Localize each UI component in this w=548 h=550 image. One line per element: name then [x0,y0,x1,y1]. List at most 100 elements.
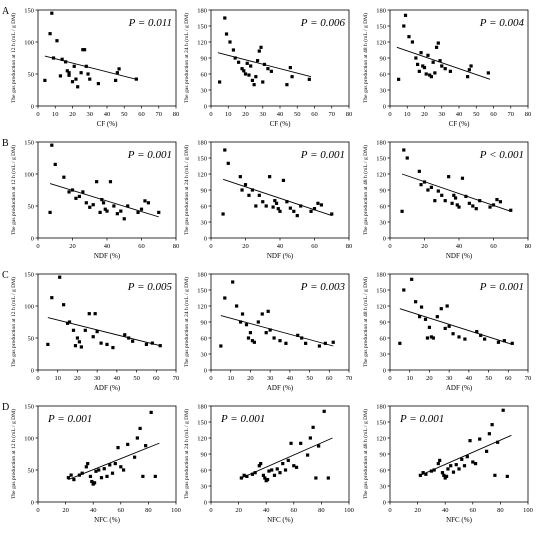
y-tick-label: 120 [376,171,386,178]
data-point [299,204,303,208]
data-point [460,176,465,180]
data-point [141,474,145,478]
data-point [463,337,467,341]
data-point [113,462,117,466]
y-tick-label: 150 [376,287,386,294]
data-point [432,468,436,472]
data-point [72,64,76,68]
x-tick-label: 20 [247,375,254,382]
scatter-panel: 0 20 40 60 80 0 50 100 150 NDF (%) The gas product… [10,139,179,260]
data-point [110,471,115,475]
data-point [431,60,435,64]
data-point [439,307,443,311]
data-point [281,462,285,466]
data-point [510,341,514,345]
x-tick-label: 100 [171,507,181,514]
y-tick-label: 180 [197,403,207,410]
p-value-annotation: P = 0.011 [128,17,172,29]
data-point [143,199,147,203]
data-point [223,296,227,300]
data-point [276,207,280,211]
data-point [436,41,440,45]
data-point [105,209,109,213]
data-point [257,49,261,53]
y-tick-label: 150 [197,419,207,426]
data-point [86,462,90,466]
y-tick-label: 50 [28,71,35,78]
data-point [434,45,439,49]
data-point [299,441,303,445]
data-point [99,341,103,345]
p-value-annotation: P = 0.005 [127,281,173,293]
x-tick-label: 40 [104,111,111,118]
data-point [238,320,243,324]
x-tick-label: 30 [446,375,453,382]
y-tick-label: 180 [197,271,207,278]
x-tick-label: 80 [346,243,353,250]
x-tick-label: 20 [69,243,76,250]
data-point [263,476,267,480]
x-tick-label: 20 [242,243,249,250]
data-point [43,78,47,82]
y-tick-label: 120 [197,39,207,46]
data-point [79,345,83,349]
data-point [428,73,432,77]
data-point [289,441,293,445]
data-point [67,190,71,194]
data-point [62,303,66,307]
data-point [496,440,500,444]
data-point [101,201,106,205]
data-point [421,471,425,475]
data-point [119,209,123,213]
x-tick-label: 20 [421,111,428,118]
data-point [50,11,54,15]
x-tick-label: 10 [404,111,411,118]
data-point [491,203,496,207]
data-point [79,71,83,75]
data-point [443,326,447,330]
y-tick-label: 0 [204,103,207,110]
data-point [69,473,73,477]
x-tick-label: 60 [490,243,497,250]
y-tick-label: 150 [197,287,207,294]
data-point [240,188,244,192]
x-tick-label: 80 [497,507,504,514]
y-tick-label: 120 [376,39,386,46]
data-point [88,474,93,478]
data-point [121,468,126,472]
data-point [97,468,101,472]
data-point [250,472,254,476]
x-tick-label: 0 [209,243,212,250]
data-point [443,67,447,71]
data-point [84,201,88,205]
data-point [275,467,279,471]
data-point [150,341,154,345]
data-point [108,180,113,184]
data-point [247,73,251,77]
y-tick-label: 30 [380,219,387,226]
data-point [74,77,78,81]
y-tick-label: 0 [383,367,386,374]
data-point [419,305,424,309]
x-tick-label: 80 [318,507,325,514]
x-tick-label: 60 [138,243,145,250]
y-axis-label: The gas production at 12 h (mL / g DM) [10,409,17,499]
data-point [117,67,121,71]
data-point [292,464,296,468]
data-point [67,73,71,77]
data-point [314,476,318,480]
data-point [322,409,326,413]
regression-line [399,308,513,345]
data-point [448,69,452,73]
p-value-annotation: P = 0.001 [399,413,444,425]
x-tick-label: 60 [311,243,318,250]
data-point [433,71,437,75]
data-point [436,462,440,466]
x-tick-label: 10 [225,111,232,118]
data-point [231,280,235,284]
data-point [50,296,54,300]
scatter-panel: 0 10 20 30 40 50 60 70 0 30 60 90 120 150 180 ADF (%) Th… [362,271,531,392]
data-point [285,200,289,204]
x-tick-label: 60 [326,375,333,382]
scatter-panel: 0 20 40 60 80 0 30 60 90 120 150 180 NDF (%) The gas … [183,139,352,260]
